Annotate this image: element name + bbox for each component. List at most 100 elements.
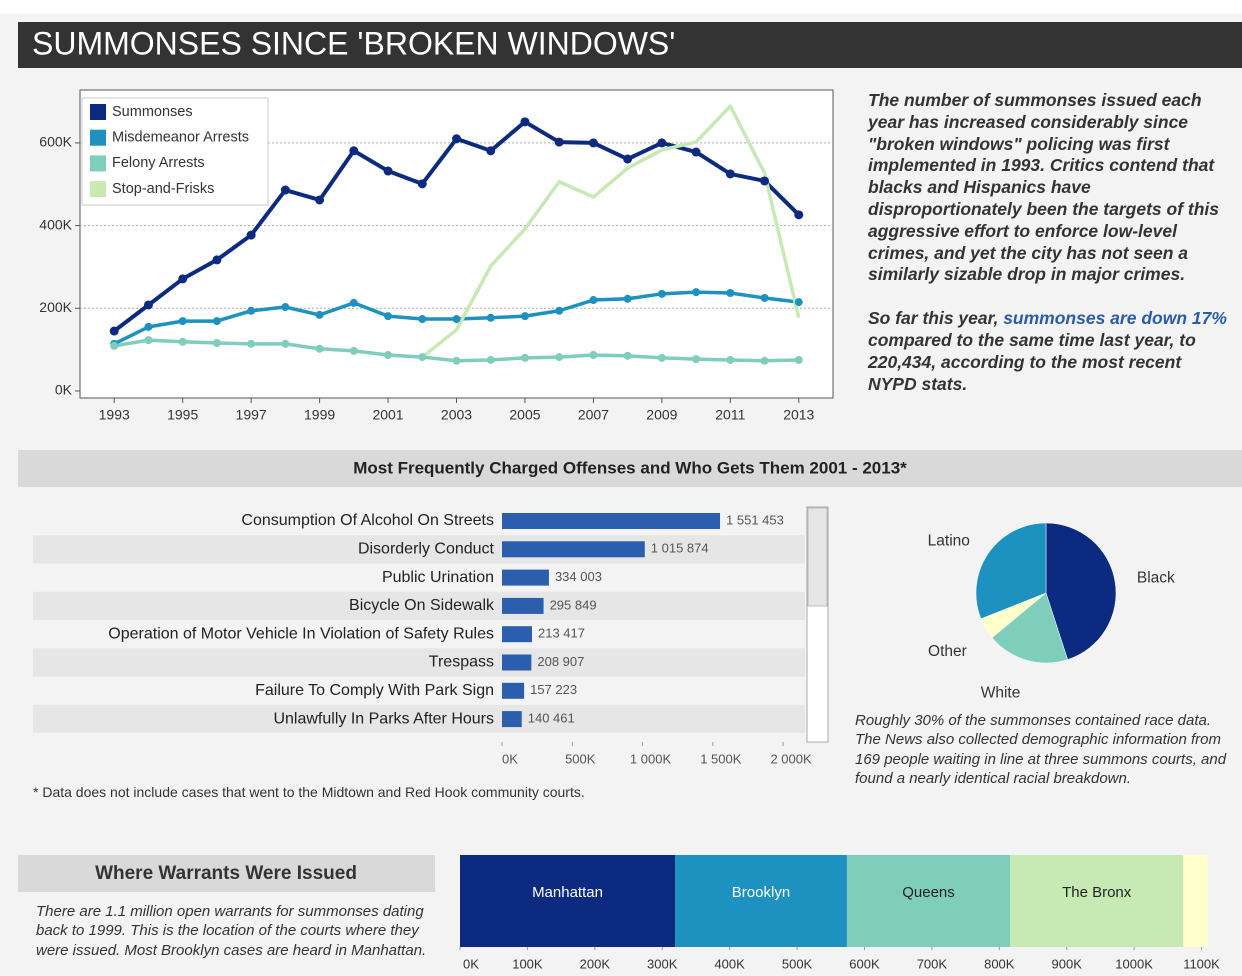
- data-point: [760, 176, 770, 186]
- data-point: [178, 274, 188, 284]
- data-point: [315, 344, 324, 353]
- data-point: [247, 339, 256, 348]
- footnote: * Data does not include cases that went …: [33, 784, 585, 800]
- x-tick-label: 1100K: [1183, 956, 1220, 971]
- x-tick-label: 2003: [441, 407, 472, 423]
- bar: [502, 682, 525, 699]
- data-point: [349, 146, 359, 156]
- data-point: [554, 137, 564, 147]
- bar-segment: [1183, 855, 1208, 947]
- data-point: [143, 300, 153, 310]
- value-label: 157 223: [530, 682, 577, 697]
- bar: [502, 569, 549, 586]
- data-point: [144, 322, 153, 331]
- y-tick-label: 600K: [39, 134, 72, 150]
- intro-paragraph: So far this year, summonses are down 17%…: [868, 308, 1228, 395]
- text-run: compared to the same time last year, to …: [868, 329, 1196, 394]
- data-point: [623, 154, 633, 164]
- x-tick-label: 1000K: [1115, 956, 1153, 971]
- data-point: [794, 298, 803, 307]
- data-point: [555, 306, 564, 315]
- data-point: [212, 339, 221, 348]
- x-tick-label: 1999: [304, 407, 335, 423]
- data-point: [315, 195, 325, 205]
- data-point: [657, 353, 666, 362]
- highlight: summonses are down 17%: [1003, 308, 1227, 329]
- data-point: [486, 146, 496, 156]
- data-point: [315, 310, 324, 319]
- category-label: Public Urination: [382, 569, 494, 586]
- bar: [502, 654, 532, 671]
- data-point: [418, 353, 427, 362]
- data-point: [383, 166, 393, 176]
- data-point: [418, 315, 427, 324]
- legend-swatch: [90, 104, 106, 120]
- data-point: [725, 169, 735, 179]
- pie-label: White: [981, 684, 1021, 701]
- pie-label: Other: [928, 643, 967, 660]
- data-point: [760, 293, 769, 302]
- data-point: [692, 355, 701, 364]
- pie-caption: Roughly 30% of the summonses contained r…: [855, 712, 1227, 787]
- x-tick-label: 1995: [167, 407, 198, 423]
- y-tick-label: 400K: [39, 216, 72, 232]
- data-point: [452, 356, 461, 365]
- x-tick-label: 1 000K: [630, 751, 672, 766]
- pie-slice: [991, 592, 1068, 664]
- bar: [502, 626, 532, 643]
- row-stripe: [33, 704, 805, 733]
- warrants-text: There are 1.1 million open warrants for …: [36, 903, 427, 959]
- data-point: [349, 298, 358, 307]
- legend-box: [81, 97, 269, 206]
- series-line: [421, 104, 801, 359]
- data-point: [760, 356, 769, 365]
- data-point: [281, 339, 290, 348]
- bar: [502, 513, 721, 529]
- data-point: [281, 303, 290, 312]
- x-tick-label: 2013: [783, 407, 814, 423]
- data-point: [212, 255, 222, 265]
- x-tick-label: 2011: [715, 407, 745, 423]
- y-tick-label: 200K: [39, 299, 72, 315]
- data-point: [692, 288, 701, 297]
- segment-label: Queens: [902, 884, 955, 901]
- top-strip: [0, 0, 1242, 14]
- data-point: [520, 312, 529, 321]
- legend-label: Felony Arrests: [112, 155, 205, 171]
- segment-label: The Bronx: [1062, 884, 1132, 901]
- pie-slice: [1045, 522, 1117, 660]
- data-point: [144, 336, 153, 345]
- data-point: [657, 289, 666, 298]
- data-point: [452, 134, 461, 144]
- x-tick-label: 100K: [512, 956, 543, 971]
- x-tick-label: 900K: [1052, 956, 1083, 971]
- data-point: [110, 341, 119, 350]
- x-tick-label: 2007: [578, 407, 609, 423]
- segment-label: Manhattan: [532, 884, 603, 901]
- legend-swatch: [90, 155, 106, 172]
- warrants-band: [18, 855, 435, 892]
- x-tick-label: 500K: [565, 751, 596, 766]
- data-point: [589, 351, 598, 360]
- x-tick-label: 200K: [580, 956, 611, 971]
- data-point: [109, 326, 119, 336]
- data-point: [178, 337, 187, 346]
- value-label: 140 461: [528, 711, 575, 726]
- title-bar: [18, 22, 1242, 68]
- data-point: [520, 353, 529, 362]
- intro-text: The number of summonses issued each year…: [868, 90, 1228, 417]
- data-point: [246, 230, 256, 240]
- data-point: [726, 288, 735, 297]
- value-label: 213 417: [538, 626, 585, 641]
- y-tick-label: 0K: [55, 382, 73, 398]
- category-label: Unlawfully In Parks After Hours: [273, 710, 494, 727]
- scrollbar-thumb[interactable]: [807, 507, 828, 607]
- intro-paragraph: The number of summonses issued each year…: [868, 90, 1220, 285]
- x-tick-label: 500K: [782, 956, 813, 971]
- x-tick-label: 800K: [984, 956, 1015, 971]
- data-point: [384, 312, 393, 321]
- category-label: Trespass: [429, 654, 494, 671]
- page-title: SUMMONSES SINCE 'BROKEN WINDOWS': [32, 25, 675, 61]
